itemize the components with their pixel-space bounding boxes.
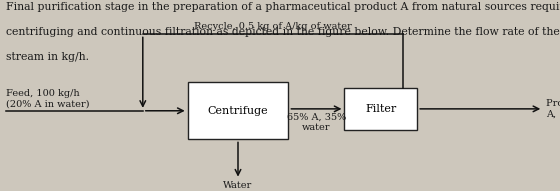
Text: stream in kg/h.: stream in kg/h. xyxy=(6,52,88,62)
Bar xyxy=(344,88,417,130)
Text: Recycle, 0.5 kg of A/kg of water: Recycle, 0.5 kg of A/kg of water xyxy=(194,22,352,31)
Text: Centrifuge: Centrifuge xyxy=(208,106,268,116)
Text: Feed, 100 kg/h
(20% A in water): Feed, 100 kg/h (20% A in water) xyxy=(6,89,89,109)
Text: Product, 93%
A, 7% water: Product, 93% A, 7% water xyxy=(546,99,560,119)
Text: centrifuging and continuous filtration as depicted in the figure below. Determin: centrifuging and continuous filtration a… xyxy=(6,27,560,37)
Text: 65% A, 35%
water: 65% A, 35% water xyxy=(287,113,346,132)
Text: Water: Water xyxy=(223,181,253,190)
Text: Final purification stage in the preparation of a pharmaceutical product A from n: Final purification stage in the preparat… xyxy=(6,2,560,12)
Text: Filter: Filter xyxy=(365,104,396,114)
Bar xyxy=(188,82,288,139)
